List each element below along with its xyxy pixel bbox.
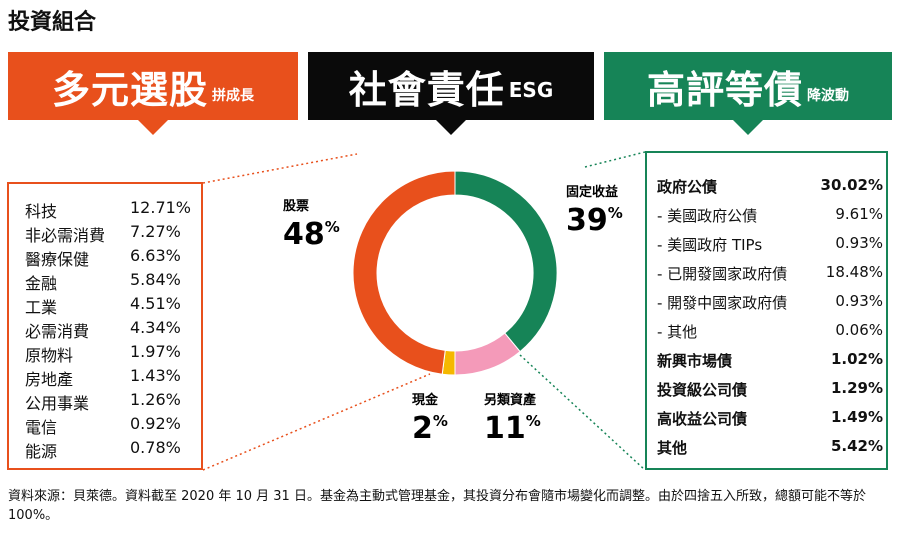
sector-row: 醫療保健 6.63%	[25, 246, 201, 270]
bond-label: 投資級公司債	[657, 381, 748, 399]
sector-row: 非必需消費 7.27%	[25, 222, 201, 246]
sector-row: 科技 12.71%	[25, 198, 201, 222]
sector-value: 6.63%	[130, 246, 181, 265]
bond-label: 新興市場債	[657, 352, 733, 370]
footnote: 資料來源：貝萊德。資料截至 2020 年 10 月 31 日。基金為主動式管理基…	[8, 489, 866, 523]
bond-value: 1.49%	[830, 408, 883, 426]
page-title: 投資組合	[8, 10, 97, 35]
bond-value: 30.02%	[820, 176, 883, 194]
sector-label: 非必需消費	[25, 226, 106, 245]
slice-value-label: 11%	[484, 411, 541, 446]
slice-label: 股票	[283, 198, 309, 214]
bond-value: 0.93%	[835, 234, 883, 252]
slice-label: 固定收益	[566, 184, 618, 200]
sector-value: 0.92%	[130, 414, 181, 433]
banner-left-subtitle: 拼成長	[212, 88, 254, 104]
bond-row: - 開發中國家政府債 0.93%	[657, 292, 883, 313]
sector-label: 醫療保健	[25, 250, 90, 269]
sector-value: 1.26%	[130, 390, 181, 409]
slice-value-label: 2%	[412, 411, 448, 446]
banner-right-subtitle: 降波動	[807, 88, 849, 104]
bond-label: - 美國政府公債	[657, 207, 758, 225]
connector-equity-top	[202, 153, 358, 184]
sector-row: 金融 5.84%	[25, 270, 201, 294]
sector-value: 4.51%	[130, 294, 181, 313]
bond-value: 0.93%	[835, 292, 883, 310]
slice-alternatives	[454, 332, 521, 376]
banner-right-title: 高評等債	[646, 67, 803, 112]
sector-label: 能源	[25, 442, 58, 461]
bond-value: 1.02%	[830, 350, 883, 368]
banner-right-arrow	[732, 119, 764, 135]
sector-label: 原物料	[25, 346, 74, 365]
bond-row: 新興市場債 1.02%	[657, 350, 883, 371]
sector-value: 0.78%	[130, 438, 181, 457]
sector-label: 公用事業	[25, 394, 90, 413]
slice-value-label: 48%	[283, 217, 340, 252]
slice-fixed-income	[454, 170, 558, 353]
sector-label: 金融	[25, 274, 58, 293]
sector-value: 4.34%	[130, 318, 181, 337]
bond-label: 政府公債	[657, 178, 718, 196]
equity-sector-box: 科技 12.71% 非必需消費 7.27% 醫療保健 6.63% 金融 5.84% 工業…	[7, 182, 203, 470]
sector-label: 必需消費	[25, 322, 90, 341]
sector-row: 原物料 1.97%	[25, 342, 201, 366]
bond-row: - 其他 0.06%	[657, 321, 883, 342]
banner-left-title: 多元選股	[51, 67, 208, 112]
connector-bond-bottom	[519, 354, 646, 471]
sector-row: 電信 0.92%	[25, 414, 201, 438]
connector-bond-top	[584, 151, 646, 168]
bond-label: - 其他	[657, 323, 698, 341]
banner-middle-arrow	[435, 119, 467, 135]
bond-row: - 美國政府 TIPs 0.93%	[657, 234, 883, 255]
bond-label: - 開發中國家政府債	[657, 294, 788, 312]
sector-row: 能源 0.78%	[25, 438, 201, 462]
bond-row: 高收益公司債 1.49%	[657, 408, 883, 429]
sector-value: 7.27%	[130, 222, 181, 241]
bond-row: - 美國政府公債 9.61%	[657, 205, 883, 226]
bond-row: 政府公債 30.02%	[657, 176, 883, 197]
sector-label: 電信	[25, 418, 58, 437]
banner-middle-title: 社會責任	[348, 67, 505, 112]
bond-value: 0.06%	[835, 321, 883, 339]
sector-value: 1.97%	[130, 342, 181, 361]
banner-diversified-stocks: 多元選股 拼成長	[8, 52, 298, 135]
sector-value: 12.71%	[130, 198, 192, 217]
sector-label: 房地產	[25, 370, 74, 389]
slice-value-label: 39%	[566, 203, 623, 238]
bond-value: 9.61%	[835, 205, 883, 223]
bond-label: 其他	[657, 439, 688, 457]
sector-value: 1.43%	[130, 366, 181, 385]
sector-value: 5.84%	[130, 270, 181, 289]
banner-left-arrow	[137, 119, 169, 135]
slice-label: 另類資產	[484, 392, 536, 408]
sector-row: 工業 4.51%	[25, 294, 201, 318]
banner-social-responsibility: 社會責任 ESG	[308, 52, 594, 135]
bond-value: 1.29%	[830, 379, 883, 397]
bond-label: - 已開發國家政府債	[657, 265, 788, 283]
slice-equity	[352, 170, 456, 375]
sector-row: 必需消費 4.34%	[25, 318, 201, 342]
bond-label: - 美國政府 TIPs	[657, 236, 763, 254]
bond-row: - 已開發國家政府債 18.48%	[657, 263, 883, 284]
bond-label: 高收益公司債	[657, 410, 748, 428]
bond-row: 其他 5.42%	[657, 437, 883, 458]
bond-row: 投資級公司債 1.29%	[657, 379, 883, 400]
sector-label: 工業	[25, 298, 58, 317]
bond-value: 5.42%	[830, 437, 883, 455]
sector-row: 房地產 1.43%	[25, 366, 201, 390]
bond-value: 18.48%	[825, 263, 883, 281]
sector-label: 科技	[25, 202, 58, 221]
connector-equity-bottom	[202, 373, 431, 471]
banner-high-grade-bonds: 高評等債 降波動	[604, 52, 892, 135]
slice-label: 現金	[412, 392, 439, 408]
banner-middle-subtitle: ESG	[508, 78, 554, 102]
sector-row: 公用事業 1.26%	[25, 390, 201, 414]
fixed-income-box: 政府公債 30.02% - 美國政府公債 9.61% - 美國政府 TIPs 0.93…	[645, 151, 888, 470]
